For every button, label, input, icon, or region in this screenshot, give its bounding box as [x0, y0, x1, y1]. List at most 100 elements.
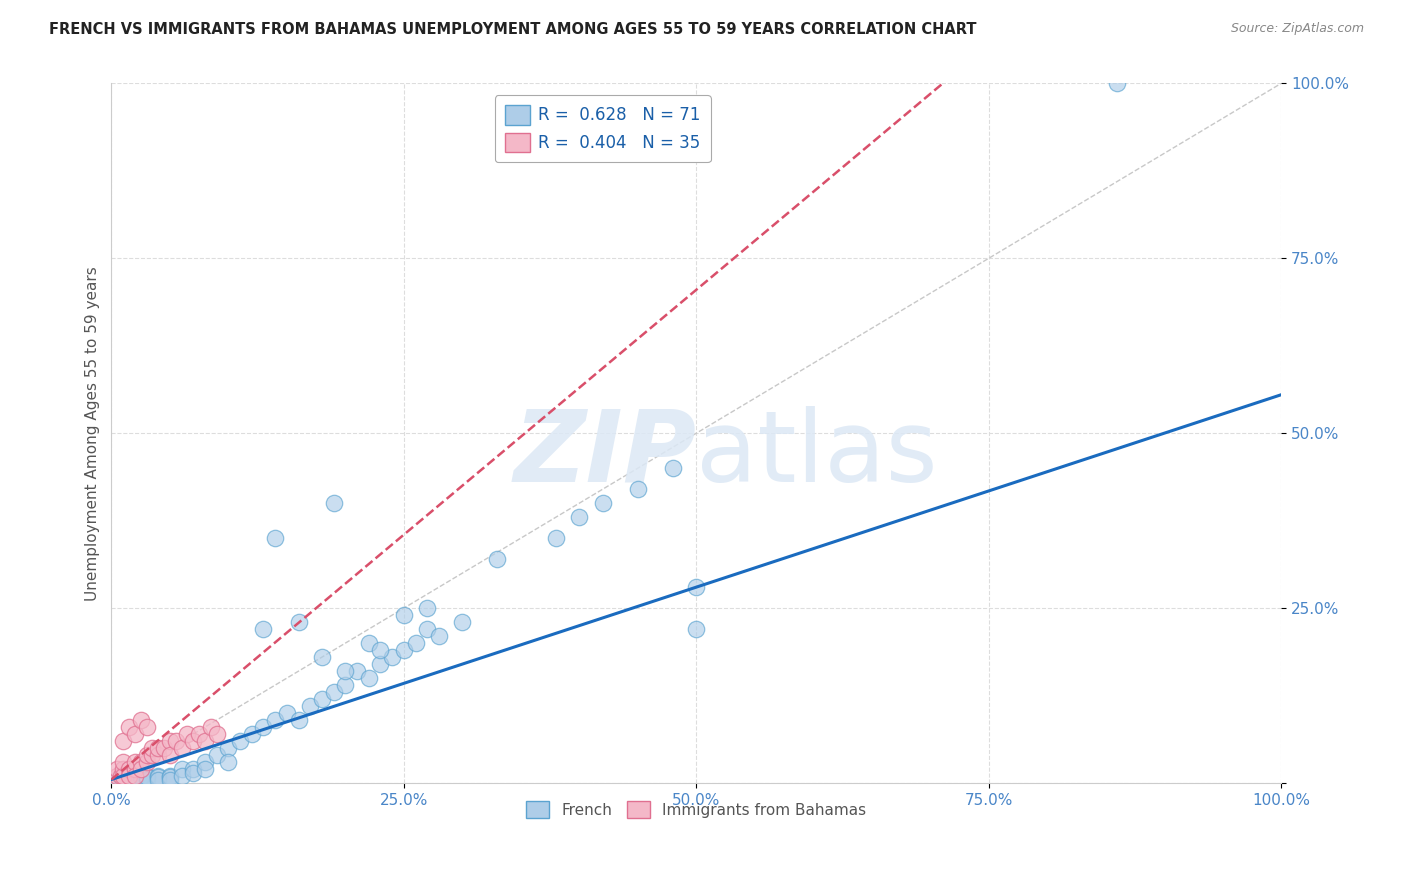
Point [141, 747, 163, 762]
Point [124, 727, 146, 741]
Point [416, 622, 439, 636]
Point [112, 755, 135, 769]
Point [427, 629, 450, 643]
Point [118, 769, 141, 783]
Point [685, 622, 707, 636]
Point [181, 734, 204, 748]
Point [252, 720, 274, 734]
Text: FRENCH VS IMMIGRANTS FROM BAHAMAS UNEMPLOYMENT AMONG AGES 55 TO 59 YEARS CORRELA: FRENCH VS IMMIGRANTS FROM BAHAMAS UNEMPL… [49, 22, 977, 37]
Point [118, 772, 141, 787]
Text: atlas: atlas [696, 406, 938, 503]
Point [627, 482, 650, 496]
Point [194, 755, 217, 769]
Point [335, 678, 357, 692]
Point [124, 755, 146, 769]
Point [148, 772, 170, 787]
Point [141, 741, 163, 756]
Point [124, 769, 146, 783]
Point [357, 636, 380, 650]
Point [685, 580, 707, 594]
Point [194, 762, 217, 776]
Point [159, 747, 181, 762]
Point [346, 664, 368, 678]
Point [194, 734, 217, 748]
Point [299, 699, 322, 714]
Point [276, 706, 298, 720]
Point [114, 769, 136, 783]
Point [118, 762, 141, 776]
Point [311, 650, 333, 665]
Point [322, 496, 344, 510]
Point [217, 755, 239, 769]
Point [392, 643, 415, 657]
Point [264, 531, 287, 545]
Point [124, 771, 146, 785]
Point [451, 615, 474, 629]
Point [416, 601, 439, 615]
Y-axis label: Unemployment Among Ages 55 to 59 years: Unemployment Among Ages 55 to 59 years [86, 266, 100, 600]
Point [188, 727, 211, 741]
Point [252, 622, 274, 636]
Point [1107, 77, 1129, 91]
Point [110, 771, 132, 785]
Point [135, 755, 157, 769]
Point [229, 734, 252, 748]
Point [370, 657, 392, 672]
Point [159, 772, 181, 787]
Point [381, 650, 404, 665]
Point [124, 769, 146, 783]
Point [592, 496, 614, 510]
Point [135, 772, 157, 787]
Point [105, 762, 128, 776]
Point [105, 772, 128, 787]
Point [129, 769, 152, 783]
Text: Source: ZipAtlas.com: Source: ZipAtlas.com [1230, 22, 1364, 36]
Point [148, 747, 170, 762]
Point [118, 769, 141, 783]
Point [129, 755, 152, 769]
Point [170, 769, 193, 783]
Point [148, 769, 170, 783]
Point [405, 636, 427, 650]
Point [205, 747, 228, 762]
Point [124, 762, 146, 776]
Point [287, 615, 309, 629]
Point [357, 671, 380, 685]
Point [170, 741, 193, 756]
Point [544, 531, 567, 545]
Point [148, 771, 170, 785]
Point [217, 741, 239, 756]
Point [129, 713, 152, 727]
Point [205, 727, 228, 741]
Point [335, 664, 357, 678]
Point [135, 771, 157, 785]
Point [135, 769, 157, 783]
Point [105, 769, 128, 783]
Point [129, 762, 152, 776]
Point [112, 769, 135, 783]
Point [159, 734, 181, 748]
Point [135, 747, 157, 762]
Point [112, 772, 135, 787]
Point [170, 762, 193, 776]
Point [568, 510, 591, 524]
Point [200, 720, 222, 734]
Legend: French, Immigrants from Bahamas: French, Immigrants from Bahamas [520, 795, 873, 824]
Point [159, 771, 181, 785]
Point [370, 643, 392, 657]
Point [112, 734, 135, 748]
Point [662, 461, 685, 475]
Point [176, 727, 198, 741]
Point [392, 608, 415, 623]
Point [148, 741, 170, 756]
Point [118, 771, 141, 785]
Point [124, 772, 146, 787]
Point [129, 771, 152, 785]
Point [486, 552, 509, 566]
Point [124, 769, 146, 783]
Point [181, 762, 204, 776]
Point [112, 769, 135, 783]
Point [264, 713, 287, 727]
Point [112, 769, 135, 783]
Point [153, 741, 176, 756]
